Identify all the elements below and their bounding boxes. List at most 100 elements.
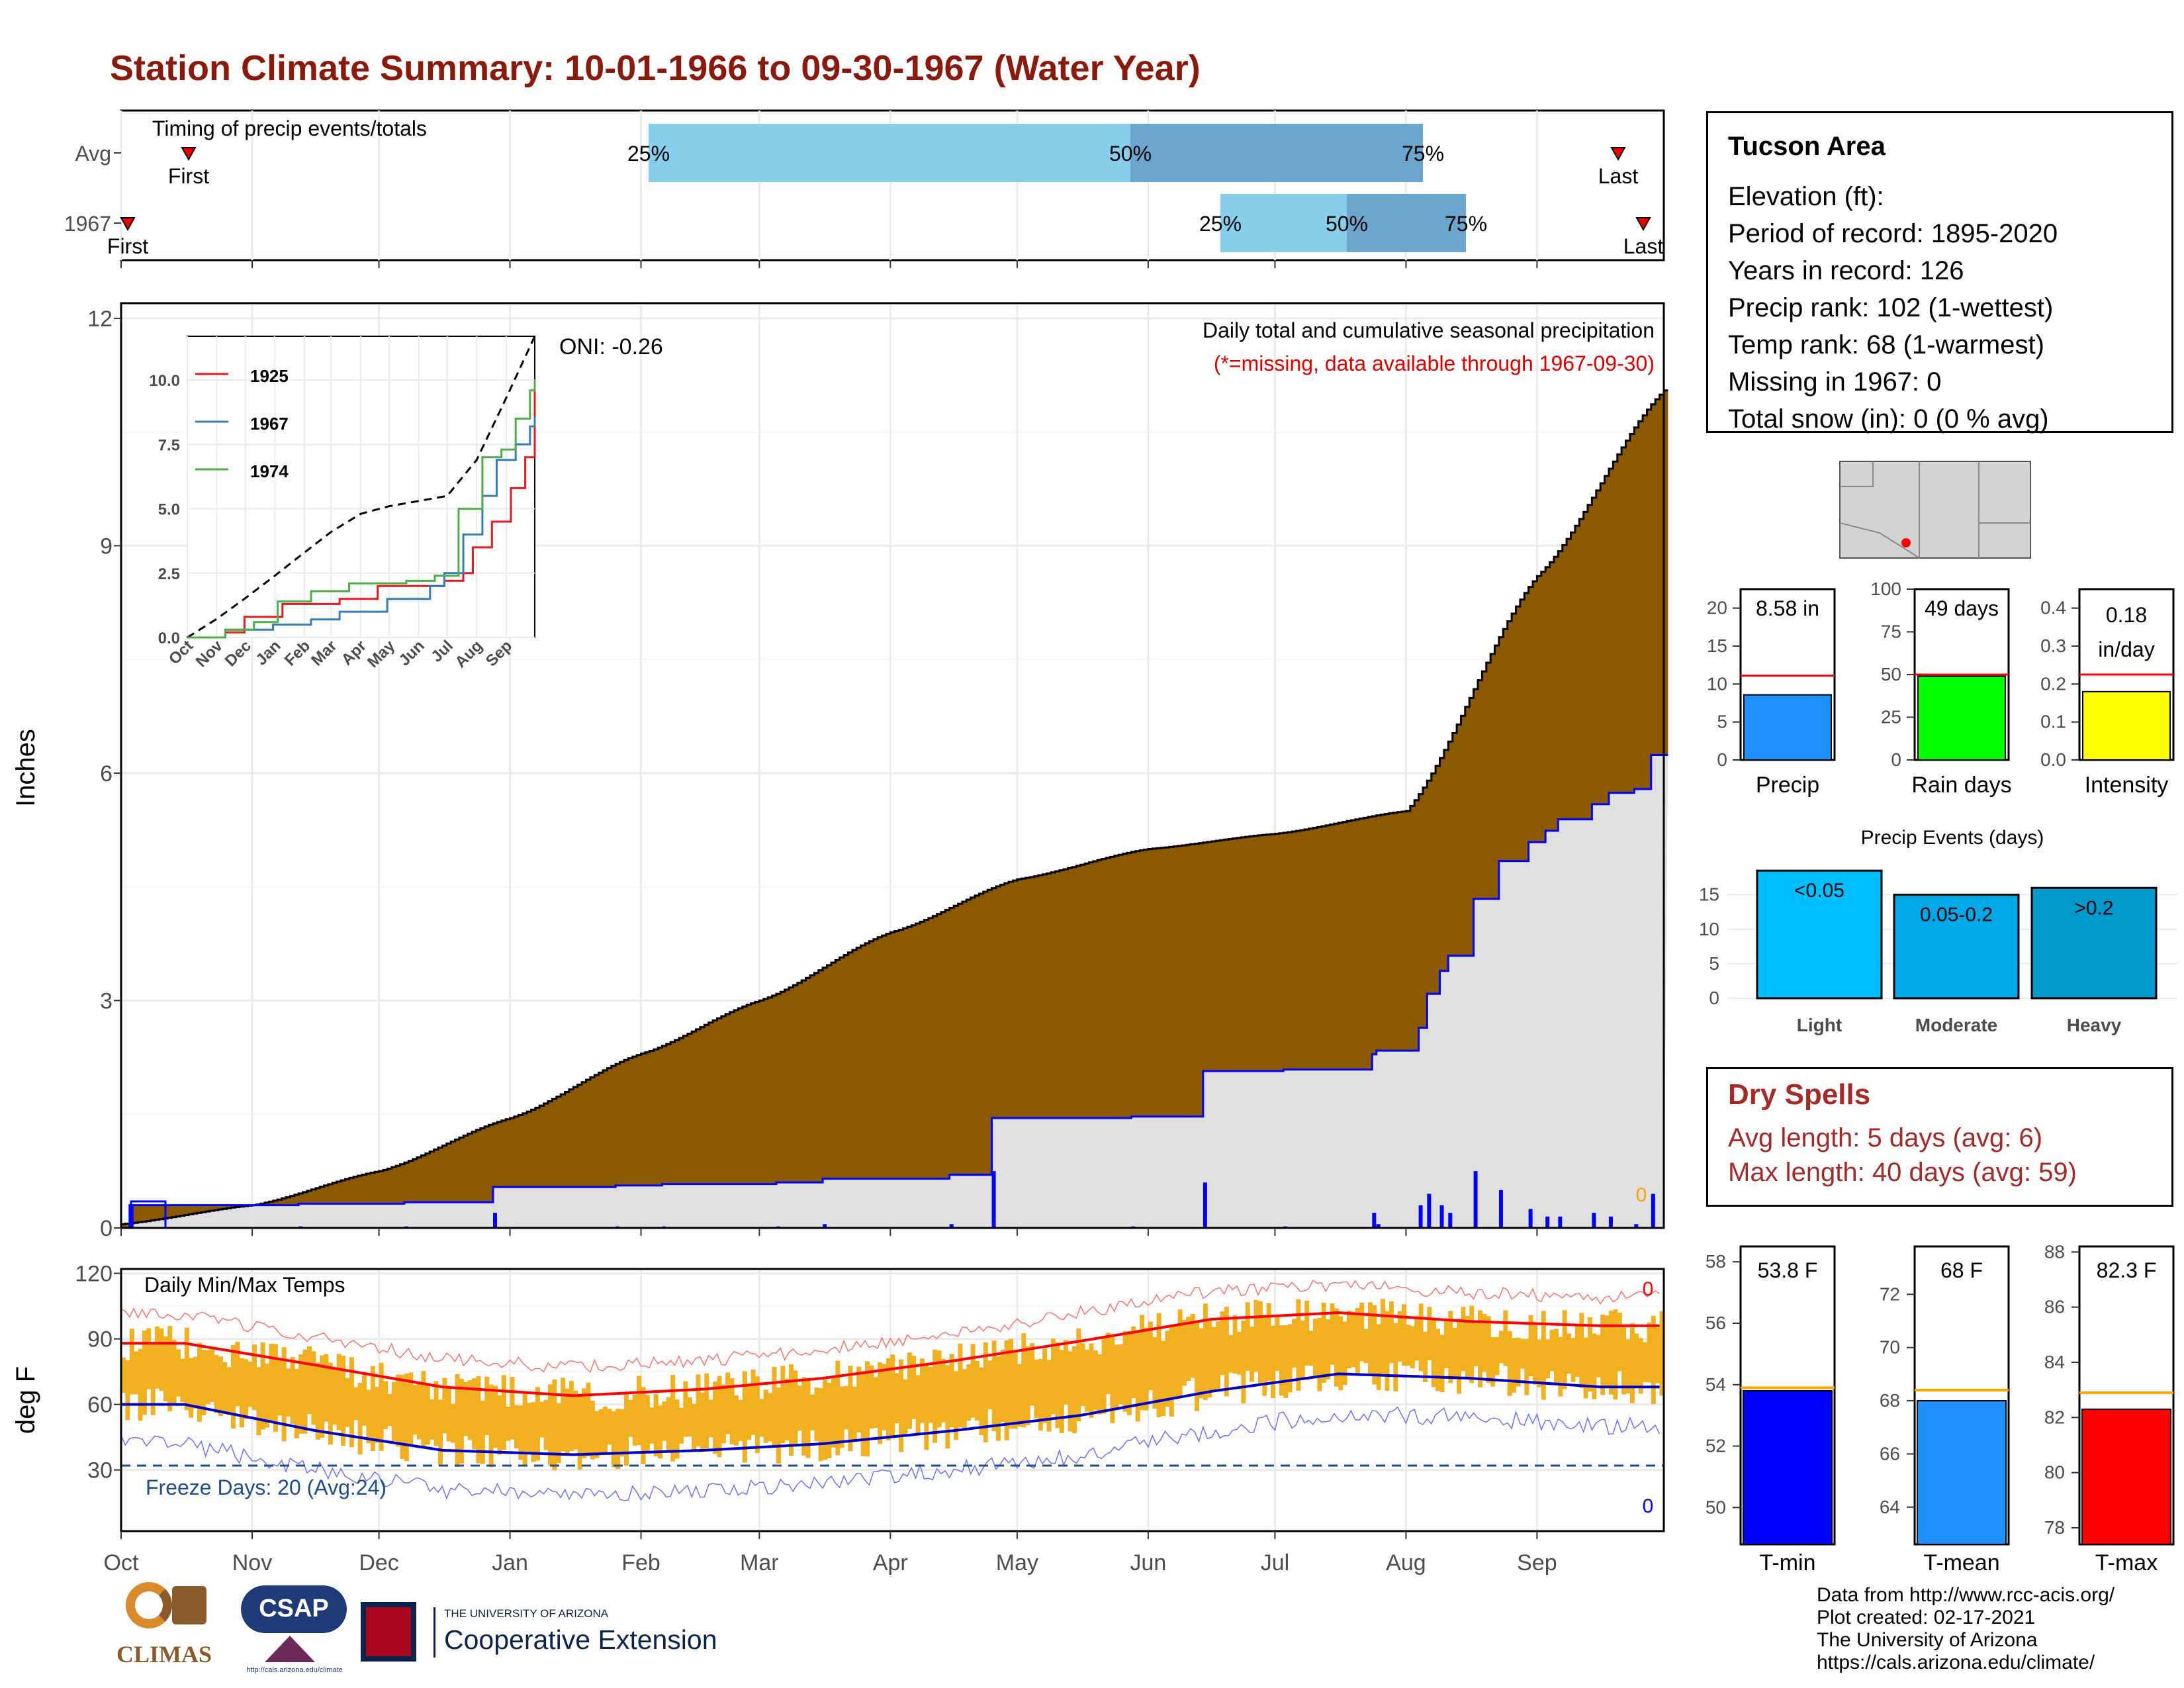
temp-max-missing: 0 <box>1643 1278 1654 1300</box>
daily-temp-bar <box>1169 1326 1174 1417</box>
last-marker-icon <box>1610 147 1626 162</box>
daily-temp-bar <box>954 1371 959 1440</box>
main-annotation-missing: (*=missing, data available through 1967-… <box>1214 352 1655 375</box>
inset-y-tick: 10.0 <box>149 372 180 390</box>
footer-line: https://cals.arizona.edu/climate/ <box>1817 1652 2095 1673</box>
daily-temp-bar <box>1355 1307 1360 1374</box>
daily-temp-bar <box>653 1394 659 1456</box>
daily-temp-bar <box>1448 1311 1453 1383</box>
temp-bar-value: 82.3 F <box>2097 1258 2157 1282</box>
daily-temp-bar <box>1549 1329 1555 1372</box>
daily-temp-bar <box>1250 1327 1255 1382</box>
daily-temp-bar <box>1257 1301 1263 1385</box>
daily-temp-bar <box>1414 1315 1420 1361</box>
daily-temp-bar <box>1046 1360 1052 1432</box>
daily-temp-bar <box>332 1369 338 1425</box>
small-bar-tick: 0 <box>1891 749 1901 770</box>
daily-temp-bar <box>873 1377 878 1428</box>
daily-temp-bar <box>294 1368 299 1438</box>
daily-temp-bar <box>438 1399 443 1466</box>
temp-bar <box>1917 1400 2007 1545</box>
daily-temp-bar <box>552 1379 557 1470</box>
daily-temp-bar <box>1055 1342 1060 1429</box>
daily-temp-bar <box>400 1374 405 1459</box>
daily-temp-bar <box>476 1376 481 1464</box>
raindays-value-label: 49 days <box>1925 596 1999 620</box>
dry-spells-avg: Avg length: 5 days (avg: 6) <box>1728 1123 2043 1152</box>
daily-temp-bar <box>417 1382 422 1440</box>
daily-temp-bar <box>940 1358 946 1423</box>
daily-temp-bar <box>286 1368 291 1417</box>
daily-temp-bar <box>1520 1338 1525 1369</box>
station-info-box: Tucson Area Elevation (ft): Period of re… <box>1706 111 2173 434</box>
daily-temp-bar <box>1554 1329 1559 1386</box>
daily-temp-bar <box>1025 1346 1030 1425</box>
daily-temp-bar <box>1465 1315 1470 1380</box>
events-y-tick: 10 <box>1699 919 1719 939</box>
x-tick-label: Feb <box>621 1550 660 1575</box>
daily-temp-bar <box>1207 1321 1212 1398</box>
daily-temp-bar <box>577 1394 582 1470</box>
daily-temp-bar <box>1304 1301 1310 1366</box>
daily-temp-bar <box>721 1384 726 1444</box>
daily-temp-bar <box>1351 1311 1356 1368</box>
x-tick-label: Jul <box>1261 1550 1289 1575</box>
timing-p50-label: 50% <box>1109 142 1152 165</box>
csap-logo[interactable]: CSAP http://cals.arizona.edu/climate <box>232 1585 351 1678</box>
daily-temp-bar <box>548 1384 553 1466</box>
temp-bar-label: T-min <box>1760 1550 1816 1575</box>
daily-temp-bar <box>193 1356 198 1409</box>
daily-temp-bar <box>1651 1315 1656 1404</box>
daily-temp-bar <box>1524 1339 1529 1395</box>
temp-bar-tick: 84 <box>2044 1352 2065 1372</box>
x-tick-label: Apr <box>873 1550 908 1575</box>
temp-bar-tick: 82 <box>2044 1407 2065 1427</box>
mountain-icon <box>265 1636 315 1662</box>
daily-temp-bar <box>404 1374 409 1462</box>
daily-temp-bar <box>827 1382 832 1458</box>
last-marker-icon <box>1635 217 1651 232</box>
daily-temp-bar <box>1292 1319 1297 1368</box>
daily-temp-bar <box>666 1397 671 1452</box>
inset-legend-label: 1974 <box>250 461 289 481</box>
ua-small-text: THE UNIVERSITY OF ARIZONA <box>444 1607 609 1620</box>
ua-logo[interactable]: THE UNIVERSITY OF ARIZONA Cooperative Ex… <box>361 1602 745 1668</box>
daily-temp-bar <box>894 1373 899 1424</box>
daily-precip-bar <box>1448 1213 1453 1228</box>
daily-temp-bar <box>1131 1326 1136 1399</box>
climas-logo[interactable]: CLIMAS <box>111 1582 217 1678</box>
daily-temp-bar <box>1503 1310 1508 1366</box>
daily-temp-bar <box>991 1340 997 1432</box>
daily-temp-bar <box>1326 1319 1331 1380</box>
temp-bar-tick: 54 <box>1706 1374 1726 1395</box>
daily-temp-bar <box>1368 1302 1373 1375</box>
year-cumulative-area <box>121 755 1668 1228</box>
daily-temp-bar <box>531 1402 536 1462</box>
daily-temp-bar <box>1042 1348 1048 1423</box>
daily-temp-bar <box>1059 1350 1064 1433</box>
daily-temp-bar <box>890 1354 895 1437</box>
daily-temp-bar <box>396 1374 401 1447</box>
daily-temp-bar <box>387 1393 392 1427</box>
daily-temp-bar <box>1625 1339 1631 1393</box>
daily-temp-bar <box>1165 1331 1170 1407</box>
temp-bar <box>1743 1390 1833 1546</box>
timing-p75-label: 75% <box>1445 212 1487 236</box>
temp-bar-tick: 58 <box>1706 1251 1726 1272</box>
daily-temp-bar <box>1228 1335 1234 1373</box>
daily-temp-bar <box>1385 1311 1390 1391</box>
main-annotation: Daily total and cumulative seasonal prec… <box>1203 318 1655 342</box>
daily-temp-bar <box>645 1395 650 1453</box>
daily-temp-bar <box>1423 1331 1428 1382</box>
daily-temp-bar <box>1376 1324 1381 1390</box>
daily-temp-bar <box>1089 1343 1094 1418</box>
daily-temp-bar <box>433 1381 439 1446</box>
daily-temp-bar <box>543 1399 549 1450</box>
temp-panel-frame <box>120 1268 1665 1532</box>
daily-temp-bar <box>754 1376 760 1454</box>
timing-p25-label: 25% <box>627 142 670 165</box>
daily-temp-bar <box>619 1409 625 1457</box>
temp-bar-tick: 80 <box>2044 1462 2065 1483</box>
x-tick-label: Mar <box>740 1550 779 1575</box>
